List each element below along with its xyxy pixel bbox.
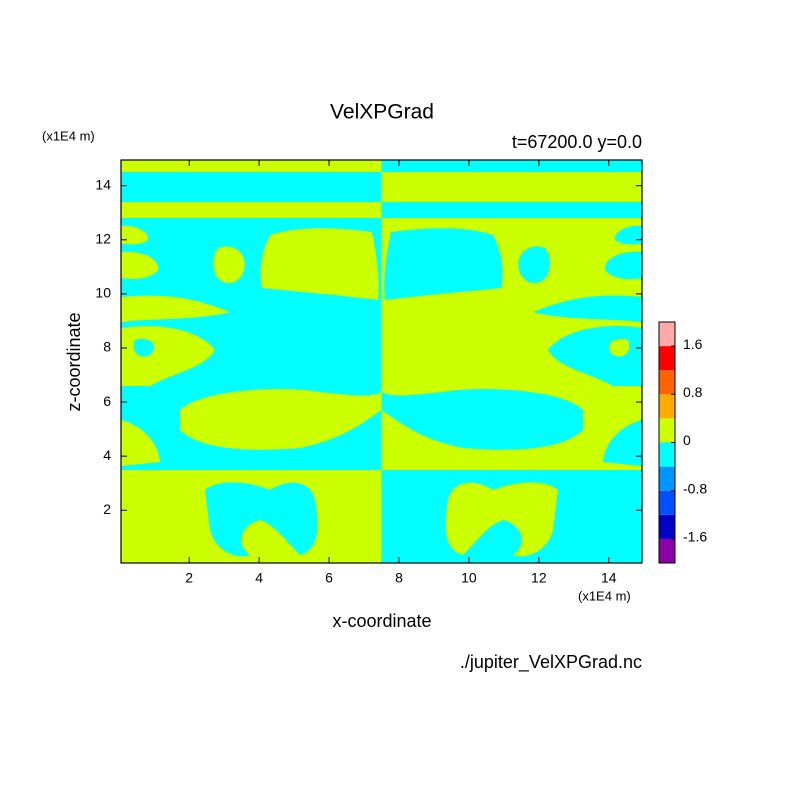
colorbar-segment bbox=[659, 466, 675, 491]
contour-region bbox=[608, 339, 630, 357]
x-tick-label: 6 bbox=[325, 570, 333, 586]
contour-region bbox=[603, 420, 642, 466]
y-tick-label: 4 bbox=[103, 447, 111, 463]
y-tick-label: 2 bbox=[103, 501, 111, 517]
contour-region bbox=[121, 160, 382, 172]
colorbar-label: 0.8 bbox=[683, 384, 703, 400]
half-field bbox=[121, 160, 382, 563]
colorbar-segment bbox=[659, 490, 675, 515]
colorbar-label: -1.6 bbox=[683, 529, 707, 545]
x-tick-label: 14 bbox=[601, 570, 617, 586]
y-tick-label: 14 bbox=[95, 176, 111, 192]
contour-region bbox=[121, 225, 149, 245]
x-tick-label: 4 bbox=[255, 570, 263, 586]
contour-region bbox=[533, 295, 642, 322]
contour-region bbox=[213, 246, 245, 284]
contour-region bbox=[604, 251, 642, 280]
colorbar-segment bbox=[659, 322, 675, 347]
contour-region bbox=[384, 228, 503, 300]
contour-region bbox=[121, 420, 160, 466]
contour-region bbox=[260, 228, 379, 300]
subtitle: t=67200.0 y=0.0 bbox=[512, 132, 642, 152]
colorbar-label: -0.8 bbox=[683, 480, 707, 496]
contour-region bbox=[381, 160, 642, 172]
y-tick-label: 10 bbox=[95, 285, 111, 301]
contour-field bbox=[121, 160, 642, 563]
x-unit: (x1E4 m) bbox=[578, 588, 631, 603]
colorbar-segment bbox=[659, 514, 675, 539]
colorbar-segment bbox=[659, 394, 675, 419]
contour-region bbox=[614, 225, 642, 245]
x-tick-label: 2 bbox=[185, 570, 193, 586]
colorbar-segment bbox=[659, 538, 675, 563]
x-axis-label: x-coordinate bbox=[332, 611, 431, 631]
plot-frame bbox=[120, 159, 643, 564]
colorbar-segment bbox=[659, 418, 675, 443]
contour-region bbox=[381, 389, 583, 450]
y-axis-label: z-coordinate bbox=[64, 312, 84, 411]
half-field bbox=[381, 160, 642, 563]
contour-region bbox=[445, 482, 558, 557]
y-tick-label: 12 bbox=[95, 230, 111, 246]
contour-region bbox=[121, 202, 382, 218]
contour-region bbox=[381, 202, 642, 218]
contour-region bbox=[121, 251, 159, 280]
chart-title: VelXPGrad bbox=[330, 101, 434, 124]
contour-region bbox=[133, 339, 155, 357]
contour-region bbox=[121, 295, 230, 322]
y-unit: (x1E4 m) bbox=[42, 128, 95, 143]
colorbar-label: 0 bbox=[683, 432, 691, 448]
contour-region bbox=[518, 246, 550, 284]
y-tick-label: 6 bbox=[103, 393, 111, 409]
x-tick-label: 12 bbox=[531, 570, 547, 586]
colorbar-label: 1.6 bbox=[683, 336, 703, 352]
footer: ./jupiter_VelXPGrad.nc bbox=[460, 652, 642, 673]
contour-region bbox=[180, 389, 382, 450]
colorbar-segment bbox=[659, 370, 675, 395]
y-tick-label: 8 bbox=[103, 339, 111, 355]
colorbar-segment bbox=[659, 442, 675, 467]
axes: 2 4 6 8 10 12 14 2 4 6 8 10 12 14 1.6 0.8 0 -0.8 -1.6 bbox=[95, 159, 707, 586]
x-tick-label: 8 bbox=[395, 570, 403, 586]
contour-region bbox=[205, 482, 318, 557]
x-tick-label: 10 bbox=[461, 570, 477, 586]
colorbar-segment bbox=[659, 346, 675, 371]
